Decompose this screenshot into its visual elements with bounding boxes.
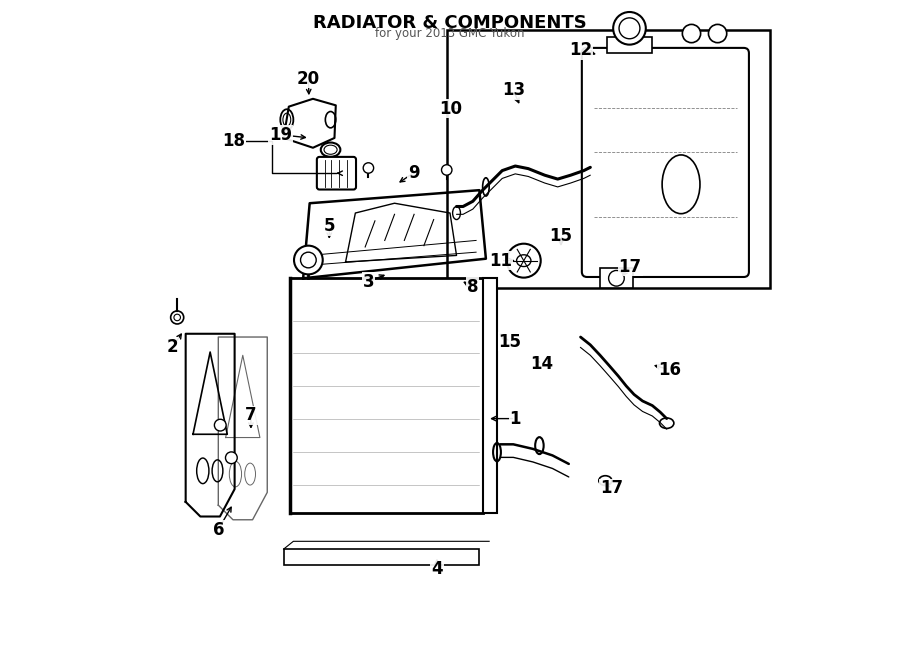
Bar (446, 30, 770, 288)
Circle shape (214, 419, 226, 431)
Text: 2: 2 (166, 338, 178, 356)
Text: 20: 20 (297, 69, 320, 87)
Text: 15: 15 (550, 227, 572, 245)
Circle shape (682, 24, 700, 43)
Text: 10: 10 (439, 100, 463, 118)
Circle shape (364, 163, 374, 173)
Text: RADIATOR & COMPONENTS: RADIATOR & COMPONENTS (313, 14, 587, 32)
Text: 14: 14 (530, 356, 553, 373)
Text: 4: 4 (431, 560, 443, 578)
Text: 6: 6 (212, 521, 224, 539)
Circle shape (507, 244, 541, 278)
Text: 17: 17 (600, 479, 624, 498)
Text: 13: 13 (501, 81, 525, 99)
Text: 5: 5 (323, 217, 335, 235)
Text: 12: 12 (569, 41, 592, 59)
Text: 17: 17 (618, 258, 642, 276)
FancyBboxPatch shape (581, 48, 749, 277)
Text: 11: 11 (490, 252, 512, 270)
Text: 7: 7 (245, 407, 256, 424)
Bar (284, 549, 480, 565)
Circle shape (708, 24, 726, 43)
Text: 16: 16 (658, 361, 680, 379)
Text: 15: 15 (499, 332, 521, 350)
Text: 8: 8 (467, 278, 479, 295)
Circle shape (226, 452, 238, 463)
Text: 19: 19 (269, 126, 292, 143)
Bar (290, 278, 482, 513)
Circle shape (613, 12, 646, 45)
Text: 1: 1 (509, 410, 521, 428)
Text: 9: 9 (409, 163, 420, 182)
Bar (600, 268, 633, 288)
Bar (482, 278, 497, 513)
Circle shape (294, 246, 323, 274)
Text: for your 2013 GMC Yukon: for your 2013 GMC Yukon (375, 27, 525, 40)
Text: 18: 18 (221, 132, 245, 150)
FancyBboxPatch shape (317, 157, 356, 190)
Circle shape (171, 311, 184, 324)
Circle shape (442, 165, 452, 175)
Bar (607, 37, 652, 53)
Text: 3: 3 (363, 272, 374, 291)
